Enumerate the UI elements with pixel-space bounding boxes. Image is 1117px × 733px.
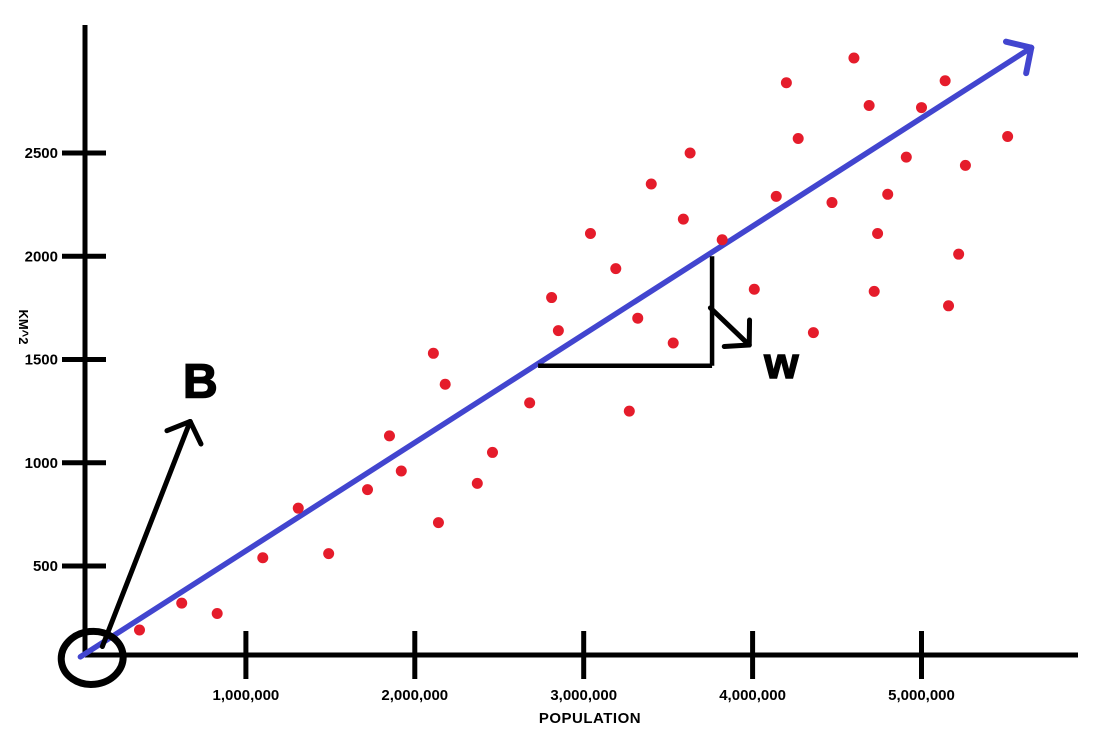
axis-tick-labels: 500 1000 1500 2000 2500 1,000,000 2,000,000 3,0… xyxy=(25,145,955,704)
y-tick-label: 1500 xyxy=(25,352,58,369)
data-point xyxy=(667,337,679,349)
data-point xyxy=(882,188,894,200)
intercept-arrowhead xyxy=(164,418,193,434)
data-point xyxy=(770,190,782,202)
data-point xyxy=(584,228,596,240)
data-point xyxy=(471,477,483,489)
data-point xyxy=(486,446,498,458)
data-point xyxy=(868,285,880,297)
data-point xyxy=(684,147,696,159)
regression-line-arrowhead xyxy=(1023,44,1035,77)
regression-line-arrowhead xyxy=(1002,38,1035,51)
data-point xyxy=(1002,130,1014,142)
axis-ticks xyxy=(62,150,924,679)
intercept-label: B xyxy=(183,356,218,409)
data-point xyxy=(716,234,728,246)
data-point xyxy=(610,263,622,275)
data-point xyxy=(848,52,860,64)
data-point xyxy=(748,283,760,295)
slope-label: w xyxy=(763,339,799,388)
data-point xyxy=(432,517,444,529)
x-tick-label: 4,000,000 xyxy=(719,687,786,704)
x-tick-label: 2,000,000 xyxy=(381,687,448,704)
data-point xyxy=(959,159,971,171)
data-point xyxy=(439,378,451,390)
intercept-arrowhead xyxy=(187,418,204,447)
data-point xyxy=(362,484,374,496)
y-tick-label: 500 xyxy=(33,558,58,575)
regression-line xyxy=(77,44,1035,660)
x-tick-label: 1,000,000 xyxy=(213,687,280,704)
y-tick-label: 2500 xyxy=(25,145,58,162)
data-point xyxy=(623,405,635,417)
data-point xyxy=(953,248,965,260)
data-point xyxy=(677,213,689,225)
data-point xyxy=(323,548,335,560)
x-tick-label: 3,000,000 xyxy=(550,687,617,704)
y-tick-label: 2000 xyxy=(25,248,58,265)
data-point xyxy=(211,607,223,619)
data-point xyxy=(792,133,804,145)
x-axis-title: POPULATION xyxy=(539,710,641,727)
data-point xyxy=(546,292,558,304)
y-axis-title: KM^2 xyxy=(16,309,31,344)
data-point xyxy=(872,228,884,240)
axes xyxy=(82,25,1078,658)
slope-arrow xyxy=(707,305,752,348)
scatter-points xyxy=(133,52,1014,636)
data-point xyxy=(632,312,644,324)
data-point xyxy=(552,325,564,337)
data-point xyxy=(826,197,838,209)
y-tick-label: 1000 xyxy=(25,455,58,472)
data-point xyxy=(176,597,188,609)
data-point xyxy=(780,77,792,89)
data-point xyxy=(943,300,955,312)
data-point xyxy=(257,552,269,564)
origin-circle xyxy=(57,627,127,688)
data-point xyxy=(807,327,819,339)
x-tick-label: 5,000,000 xyxy=(888,687,955,704)
data-point xyxy=(427,347,439,359)
data-point xyxy=(939,75,951,87)
data-point xyxy=(383,430,395,442)
data-point xyxy=(900,151,912,163)
data-point xyxy=(395,465,407,477)
data-point xyxy=(863,100,875,112)
data-point xyxy=(292,502,304,514)
data-point xyxy=(524,397,536,409)
intercept-arrow xyxy=(99,418,193,650)
regression-line-group xyxy=(77,38,1035,660)
data-point xyxy=(916,102,927,114)
data-point xyxy=(133,624,145,636)
data-point xyxy=(645,178,657,190)
slope-arrowhead xyxy=(721,342,752,349)
